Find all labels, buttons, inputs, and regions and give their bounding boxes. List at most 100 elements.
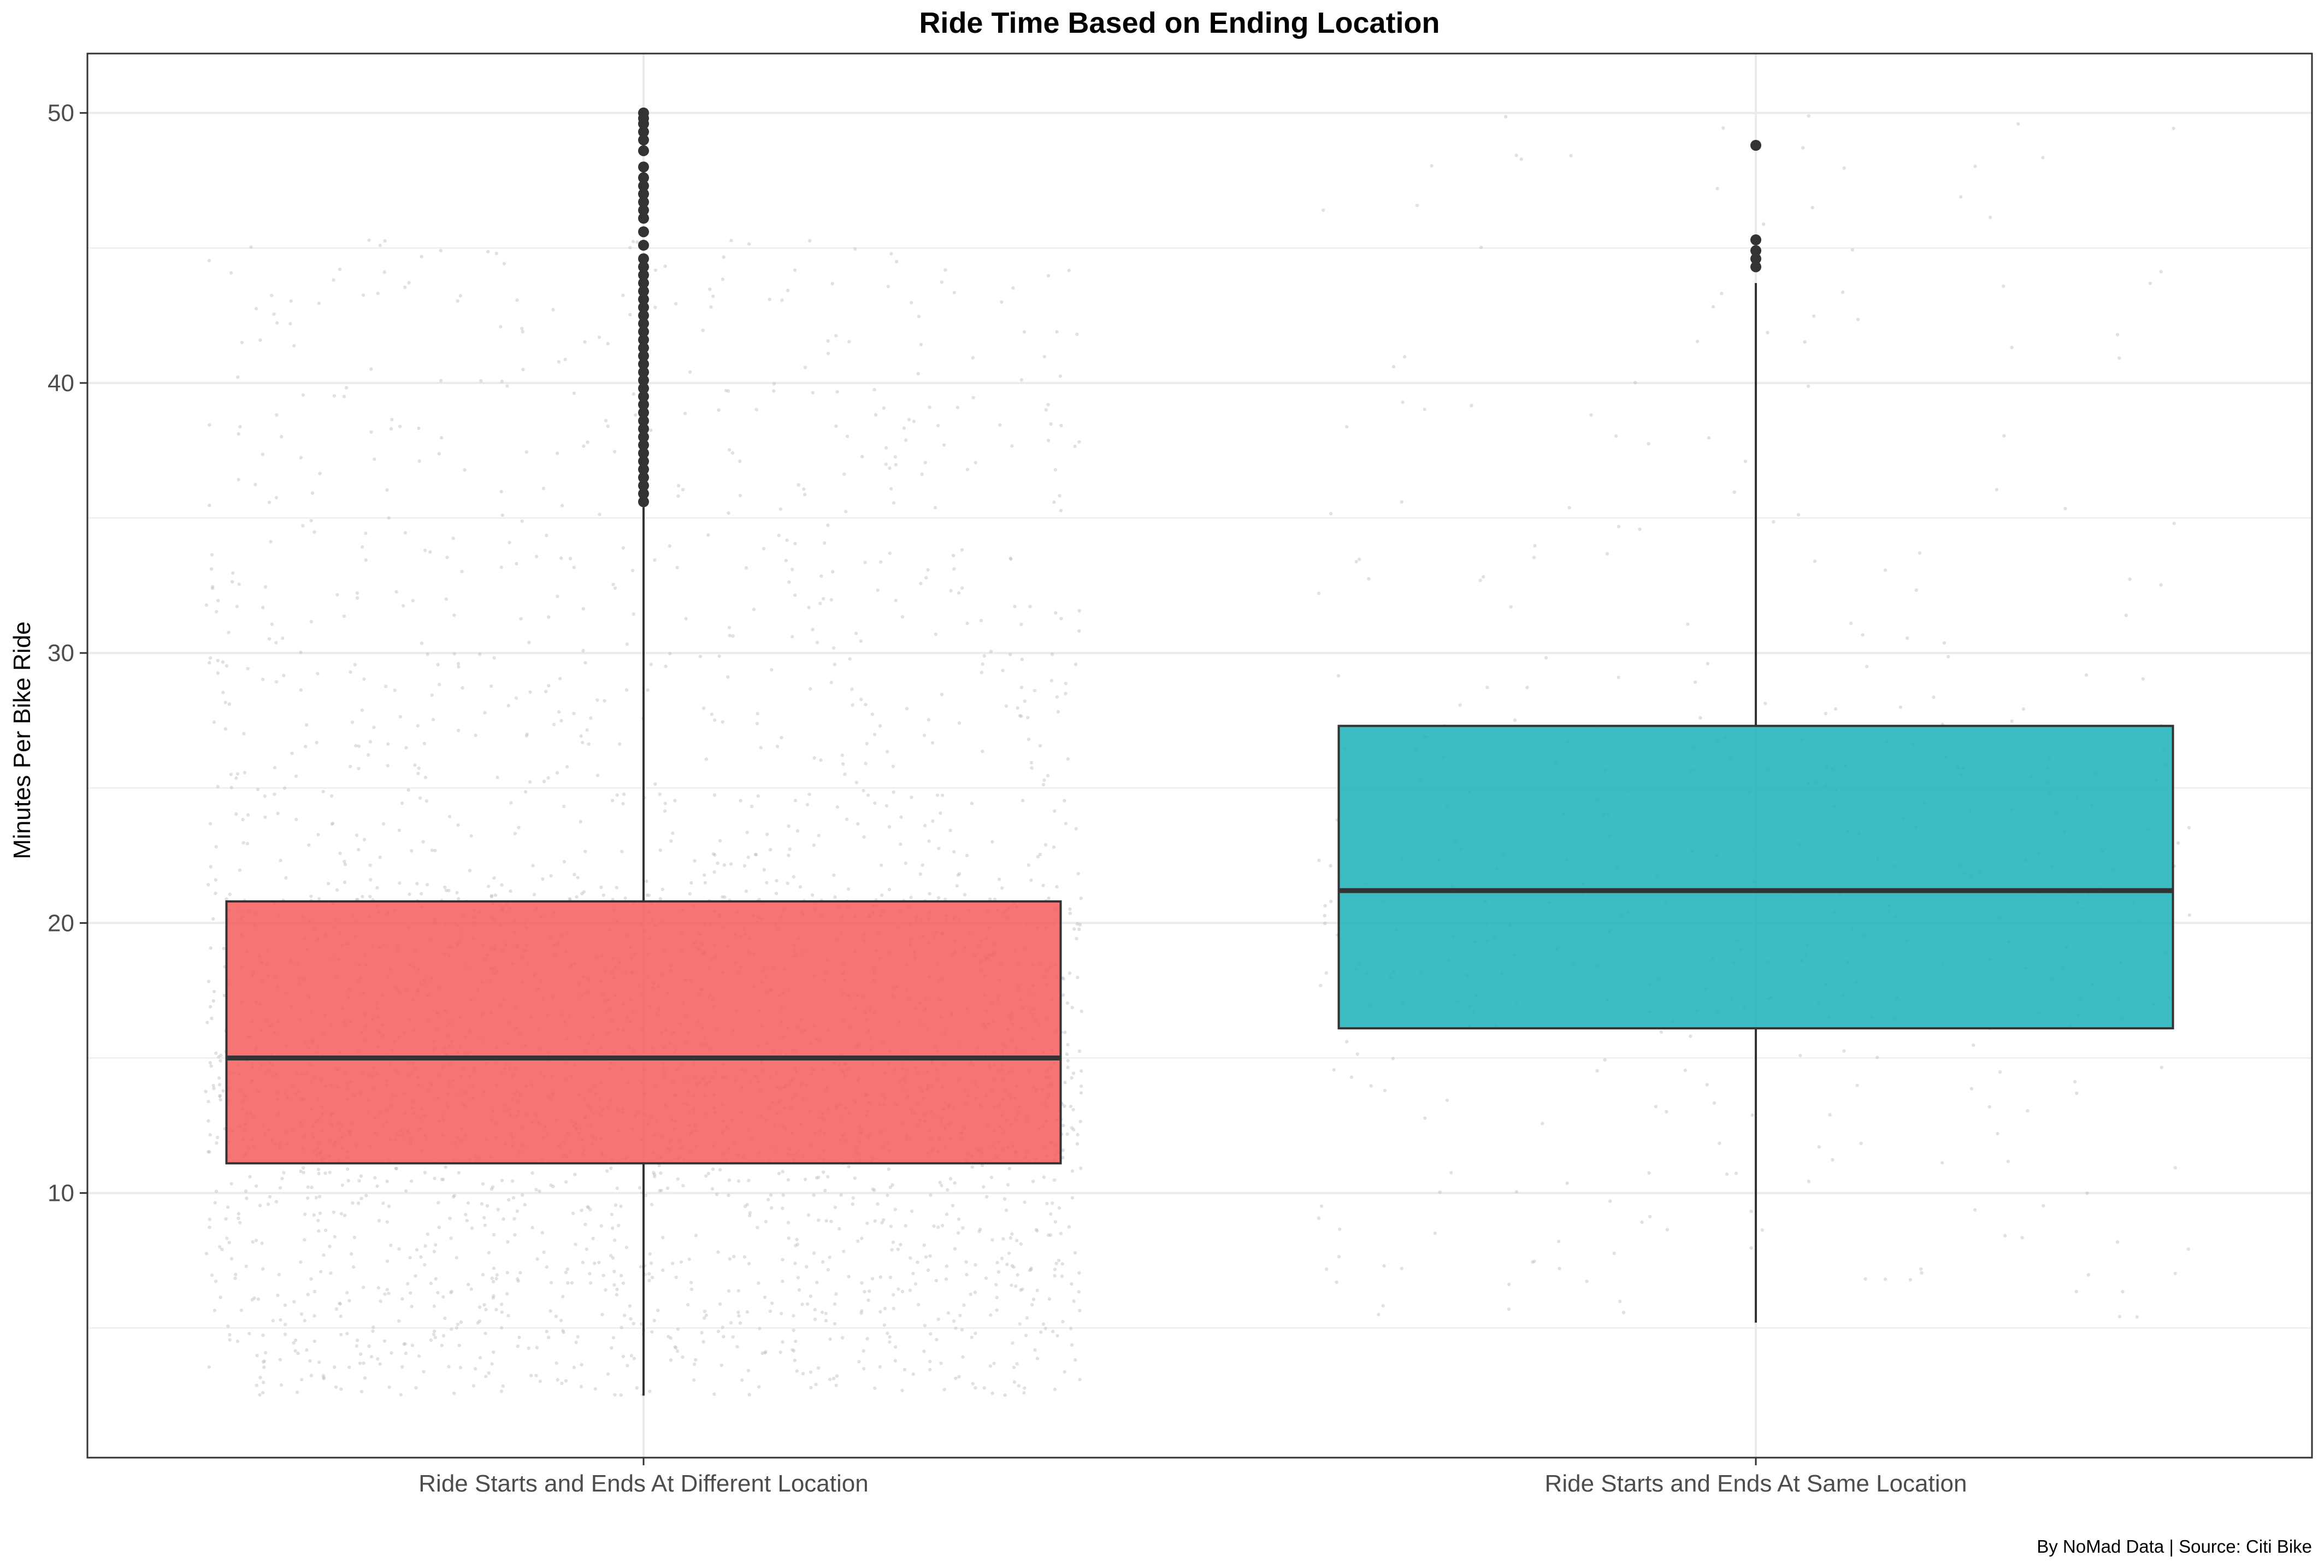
jitter-point <box>907 417 911 422</box>
jitter-point <box>2117 356 2121 360</box>
jitter-point <box>447 1365 451 1369</box>
jitter-point <box>893 455 898 459</box>
jitter-point <box>650 1330 654 1334</box>
jitter-point <box>430 848 434 852</box>
jitter-point <box>529 1374 533 1377</box>
jitter-point <box>275 321 279 325</box>
jitter-point <box>727 1178 732 1182</box>
jitter-point <box>673 799 677 803</box>
jitter-point <box>770 1301 774 1305</box>
jitter-point <box>1075 936 1078 941</box>
jitter-point <box>659 1171 663 1175</box>
jitter-point <box>780 298 784 302</box>
jitter-point <box>562 1330 565 1334</box>
jitter-point <box>1705 1083 1709 1087</box>
outlier-point <box>638 358 649 370</box>
jitter-point <box>309 1277 313 1281</box>
jitter-point <box>862 835 866 839</box>
jitter-point <box>423 549 427 552</box>
jitter-point <box>867 1289 871 1293</box>
outlier-point <box>638 188 649 199</box>
jitter-point <box>990 1238 994 1242</box>
jitter-point <box>729 239 733 243</box>
jitter-point <box>787 824 791 828</box>
jitter-point <box>456 823 460 827</box>
jitter-point <box>208 1133 212 1137</box>
jitter-point <box>274 496 279 500</box>
jitter-point <box>886 1331 889 1335</box>
jitter-point <box>338 851 342 856</box>
jitter-point <box>476 1321 480 1325</box>
jitter-point <box>444 597 449 601</box>
jitter-point <box>2020 1236 2024 1240</box>
outlier-point <box>638 464 649 475</box>
jitter-point <box>1859 1141 1863 1145</box>
outlier-point <box>638 213 649 224</box>
jitter-point <box>769 1193 773 1197</box>
jitter-point <box>1766 331 1769 334</box>
jitter-point <box>781 1170 785 1174</box>
jitter-point <box>797 1288 801 1292</box>
jitter-point <box>530 1225 534 1230</box>
jitter-point <box>482 1303 486 1307</box>
jitter-point <box>419 892 423 896</box>
jitter-point <box>781 1206 785 1210</box>
jitter-point <box>251 1240 255 1244</box>
jitter-point <box>745 1202 750 1207</box>
outlier-point <box>638 180 649 192</box>
jitter-point <box>1012 1265 1016 1269</box>
jitter-point <box>293 1349 297 1353</box>
jitter-point <box>1022 1391 1026 1395</box>
jitter-point <box>499 1389 504 1393</box>
jitter-point <box>214 891 217 895</box>
jitter-point <box>235 772 240 776</box>
jitter-point <box>450 1289 453 1293</box>
chart-title: Ride Time Based on Ending Location <box>919 7 1440 39</box>
jitter-point <box>1807 114 1810 118</box>
jitter-point <box>1750 1113 1754 1117</box>
jitter-point <box>1605 552 1609 556</box>
jitter-point <box>338 1301 341 1305</box>
jitter-point <box>623 896 627 900</box>
jitter-point <box>362 1361 365 1365</box>
jitter-point <box>831 570 835 574</box>
jitter-point <box>727 511 730 515</box>
jitter-point <box>1801 146 1805 150</box>
jitter-point <box>332 394 336 398</box>
jitter-point <box>803 493 807 497</box>
jitter-point <box>811 391 815 395</box>
jitter-point <box>659 1188 663 1193</box>
jitter-point <box>404 746 408 750</box>
jitter-point <box>1046 439 1051 443</box>
jitter-point <box>494 1277 498 1281</box>
jitter-point <box>806 1213 811 1217</box>
jitter-point <box>389 427 393 431</box>
jitter-point <box>208 1060 213 1065</box>
jitter-point <box>943 268 947 272</box>
jitter-point <box>397 1247 401 1251</box>
jitter-point <box>580 1209 583 1212</box>
jitter-point <box>1485 686 1489 689</box>
jitter-point <box>1595 1069 1599 1073</box>
outlier-point <box>638 226 649 238</box>
jitter-point <box>355 1344 359 1348</box>
jitter-point <box>2026 1109 2030 1113</box>
jitter-point <box>1686 622 1690 626</box>
jitter-point <box>1057 1206 1061 1210</box>
jitter-point <box>716 1329 721 1334</box>
jitter-point <box>1055 1334 1059 1338</box>
jitter-point <box>1069 1327 1073 1330</box>
jitter-point <box>295 1390 299 1394</box>
jitter-point <box>738 459 742 463</box>
jitter-point <box>787 853 791 857</box>
jitter-point <box>831 1377 836 1381</box>
jitter-point <box>674 1346 678 1349</box>
jitter-point <box>357 767 361 771</box>
panel-border <box>86 52 2313 1459</box>
jitter-point <box>738 1321 742 1325</box>
jitter-point <box>1813 559 1817 563</box>
jitter-point <box>438 682 441 687</box>
jitter-point <box>922 733 927 738</box>
jitter-point <box>809 1370 813 1374</box>
jitter-point <box>812 1251 816 1255</box>
